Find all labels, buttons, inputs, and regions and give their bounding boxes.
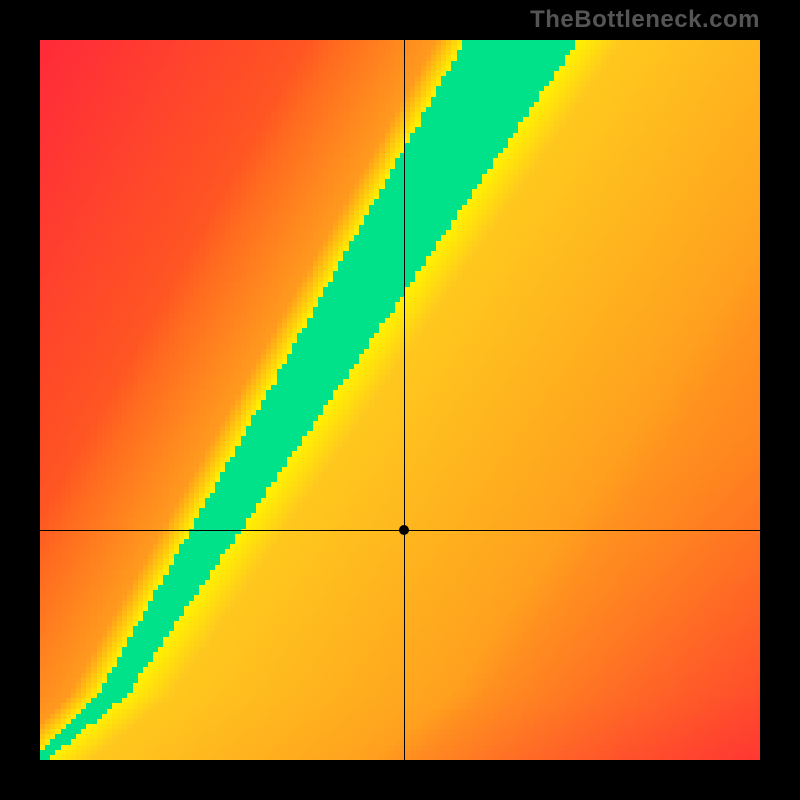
crosshair-vertical (404, 40, 405, 760)
heatmap-canvas (40, 40, 760, 760)
watermark-text: TheBottleneck.com (530, 6, 760, 34)
chart-container: { "watermark": "TheBottleneck.com", "cha… (0, 0, 800, 800)
marker-dot (399, 525, 409, 535)
